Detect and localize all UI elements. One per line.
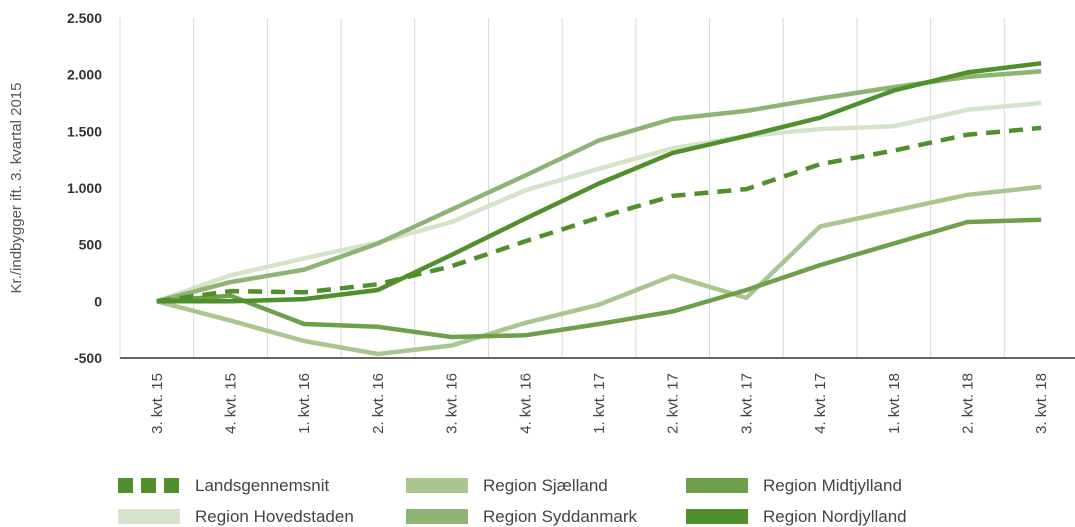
x-tick-label: 1. kvt. 18 (886, 373, 903, 434)
legend-swatch (406, 509, 468, 524)
legend-swatch (686, 509, 748, 524)
legend-swatch (406, 478, 468, 493)
legend-label: Landsgennemsnit (195, 476, 329, 495)
x-tick-label: 4. kvt. 15 (223, 373, 240, 434)
y-tick-label: 1.500 (67, 123, 102, 139)
legend-item: Region Nordjylland (686, 507, 907, 526)
series-line (156, 125, 1042, 304)
y-tick-label: 2.000 (67, 67, 102, 83)
x-axis-ticks: 3. kvt. 15 4. kvt. 15 1. kvt. 16 2. kvt. 16… (149, 373, 1050, 434)
x-tick-label: 1. kvt. 16 (296, 373, 313, 434)
legend-item: Region Midtjylland (686, 476, 902, 495)
series-line (156, 184, 1042, 357)
series-line (156, 61, 1042, 304)
legend: Landsgennemsnit Region Sjælland Region Mid… (118, 476, 907, 526)
y-tick-label: -500 (74, 350, 102, 366)
legend-label: Region Midtjylland (763, 476, 902, 495)
y-tick-label: 2.500 (67, 10, 102, 26)
x-tick-label: 3. kvt. 17 (738, 373, 755, 434)
legend-swatch (164, 478, 179, 493)
x-tick-label: 4. kvt. 17 (812, 373, 829, 434)
x-tick-label: 2. kvt. 16 (370, 373, 387, 434)
legend-swatch (118, 478, 133, 493)
legend-item: Region Syddanmark (406, 507, 638, 526)
y-axis-label: Kr./indbygger ift. 3. kvartal 2015 (8, 83, 25, 294)
legend-label: Region Hovedstaden (195, 507, 354, 526)
x-tick-label: 4. kvt. 16 (517, 373, 534, 434)
series-lines (156, 61, 1042, 357)
legend-swatch (141, 478, 156, 493)
x-tick-label: 2. kvt. 18 (959, 373, 976, 434)
series-line (156, 100, 1042, 304)
x-tick-label: 1. kvt. 17 (591, 373, 608, 434)
legend-label: Region Syddanmark (483, 507, 638, 526)
y-tick-label: 1.000 (67, 180, 102, 196)
series-line (156, 69, 1042, 304)
x-tick-label: 2. kvt. 17 (665, 373, 682, 434)
series-line (156, 217, 1042, 340)
legend-label: Region Nordjylland (763, 507, 907, 526)
x-tick-label: 3. kvt. 16 (444, 373, 461, 434)
legend-item: Region Sjælland (406, 476, 608, 495)
legend-item: Region Hovedstaden (118, 507, 354, 526)
vertical-gridlines (119, 18, 1075, 359)
y-tick-label: 0 (94, 293, 102, 309)
legend-label: Region Sjælland (483, 476, 608, 495)
y-tick-label: 500 (79, 237, 103, 253)
legend-swatch (686, 478, 748, 493)
y-axis-ticks: -500 0 500 1.000 1.500 2.000 2.500 (67, 10, 102, 366)
legend-item: Landsgennemsnit (118, 476, 329, 495)
x-tick-label: 3. kvt. 15 (149, 373, 166, 434)
legend-swatch (118, 509, 180, 524)
x-tick-label: 3. kvt. 18 (1033, 373, 1050, 434)
